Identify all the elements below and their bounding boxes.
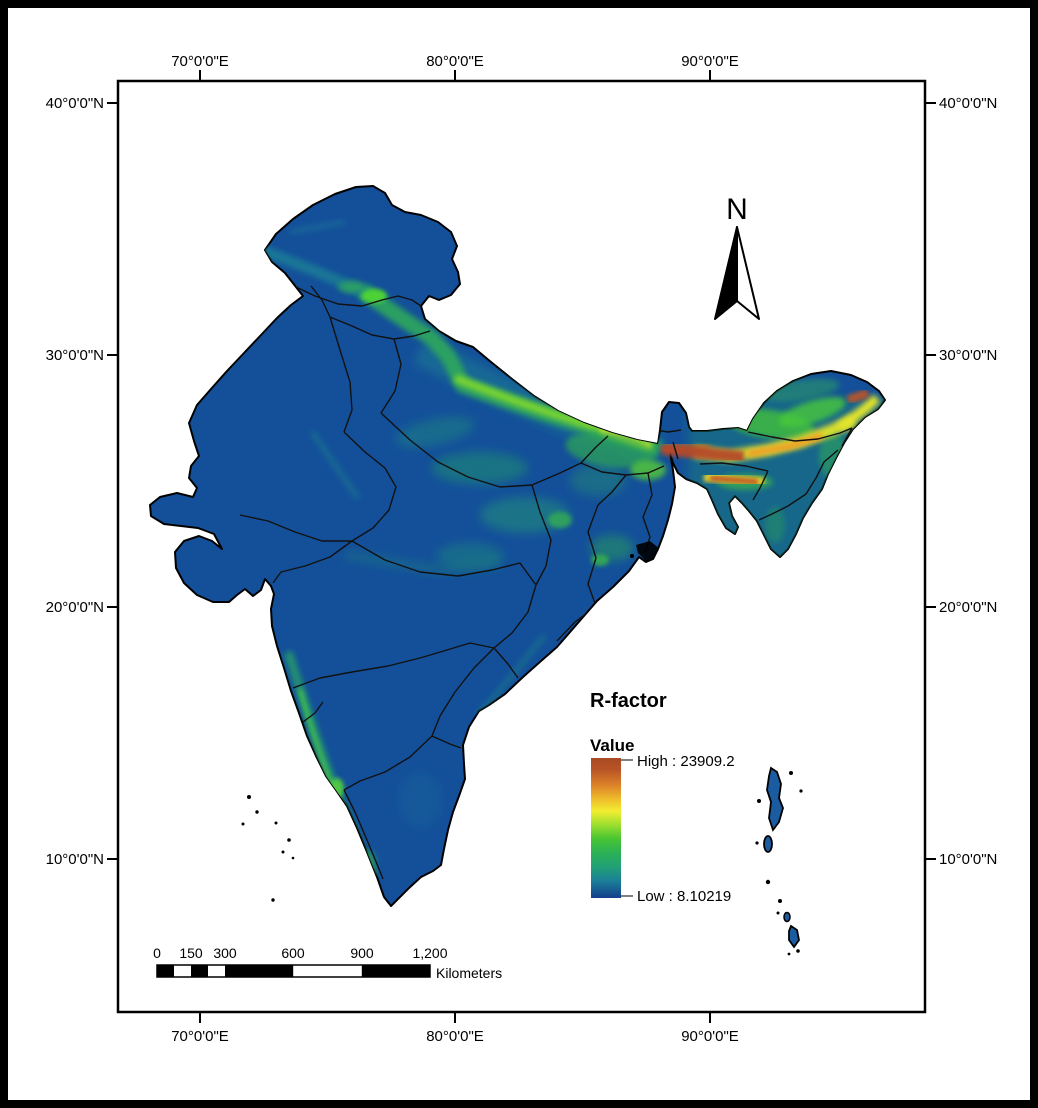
scalebar: 0 150 300 600 900 1,200 Kilometers (153, 945, 502, 981)
scalebar-tick-0: 0 (153, 945, 161, 961)
legend-high-label: High : 23909.2 (637, 753, 735, 770)
axis-label-top-70e: 70°0'0"E (171, 53, 229, 70)
axis-labels: 70°0'0"E 80°0'0"E 90°0'0"E 70°0'0"E 80°0… (46, 53, 998, 1045)
axis-label-left-10n: 10°0'0"N (46, 851, 104, 868)
axis-label-right-10n: 10°0'0"N (939, 851, 997, 868)
legend-title: R-factor (590, 690, 667, 712)
scalebar-tick-900: 900 (350, 945, 374, 961)
axis-label-right-40n: 40°0'0"N (939, 95, 997, 112)
axis-label-bottom-90e: 90°0'0"E (681, 1028, 739, 1045)
north-arrow: N (714, 193, 760, 320)
legend-color-ramp (591, 758, 621, 898)
north-arrow-label: N (726, 193, 748, 226)
axis-label-top-90e: 90°0'0"E (681, 53, 739, 70)
scalebar-tick-150: 150 (179, 945, 203, 961)
andaman-nicobar-islands (755, 766, 803, 956)
lakshadweep-islands (241, 795, 295, 902)
scalebar-tick-1200: 1,200 (412, 945, 447, 961)
axis-label-left-40n: 40°0'0"N (46, 95, 104, 112)
axis-label-right-30n: 30°0'0"N (939, 347, 997, 364)
scalebar-tick-600: 600 (281, 945, 305, 961)
scalebar-tick-300: 300 (213, 945, 237, 961)
legend-subtitle: Value (590, 736, 634, 755)
axis-label-left-20n: 20°0'0"N (46, 599, 104, 616)
axis-label-bottom-70e: 70°0'0"E (171, 1028, 229, 1045)
scalebar-unit: Kilometers (436, 965, 502, 981)
axis-label-right-20n: 20°0'0"N (939, 599, 997, 616)
legend: R-factor Value High : 23909.2 Low : 8.10… (590, 690, 735, 905)
graticule-ticks (107, 70, 936, 1023)
axis-label-bottom-80e: 80°0'0"E (426, 1028, 484, 1045)
axis-label-top-80e: 80°0'0"E (426, 53, 484, 70)
axis-label-left-30n: 30°0'0"N (46, 347, 104, 364)
legend-low-label: Low : 8.10219 (637, 888, 731, 905)
north-arrow-right-half (736, 226, 760, 320)
india-landmass (149, 185, 886, 907)
